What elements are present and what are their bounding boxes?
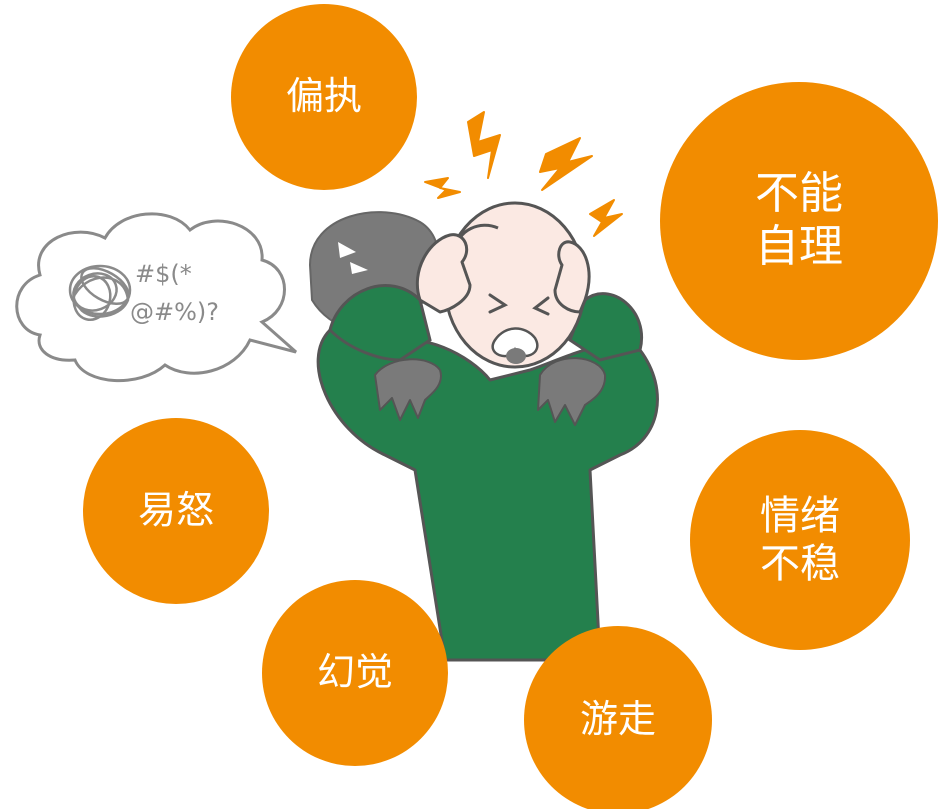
thought-line-1: #$(*: [135, 260, 192, 288]
man-hands: [415, 233, 591, 314]
symptom-wandering-bubble: 游走: [524, 626, 712, 809]
symptom-mood-unstable-bubble: 情绪 不稳: [690, 430, 910, 650]
shadow-hands: [374, 357, 607, 426]
stress-lightning-icons: [424, 111, 623, 237]
symptom-hallucination-bubble: 幻觉: [262, 580, 448, 766]
symptom-mood-unstable-label: 情绪 不稳: [760, 493, 840, 587]
symptom-irritability-bubble: 易怒: [83, 418, 269, 604]
symptom-paranoia-label: 偏执: [285, 74, 362, 119]
symptom-wandering-label: 游走: [579, 697, 656, 742]
scribble-icon: [68, 264, 132, 322]
thought-cloud: #$(* @#%)?: [15, 212, 297, 383]
symptom-irritability-label: 易怒: [137, 488, 214, 533]
symptom-unable-self-care-label: 不能 自理: [755, 168, 843, 272]
symptom-paranoia-bubble: 偏执: [231, 4, 417, 190]
symptom-unable-self-care-bubble: 不能 自理: [660, 82, 938, 360]
thought-line-2: @#%)?: [130, 298, 219, 326]
symptom-hallucination-label: 幻觉: [316, 650, 393, 695]
